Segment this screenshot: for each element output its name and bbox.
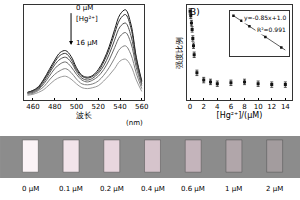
svg-text:0 μM: 0 μM	[22, 185, 39, 193]
svg-text:0.1 μM: 0.1 μM	[59, 185, 83, 193]
svg-text:500: 500	[70, 103, 83, 111]
svg-text:0: 0	[188, 103, 192, 111]
svg-text:(nm): (nm)	[126, 119, 143, 127]
svg-text:2: 2	[201, 103, 205, 111]
svg-text:12: 12	[267, 103, 276, 111]
svg-text:14: 14	[281, 103, 290, 111]
svg-text:1 μM: 1 μM	[225, 185, 242, 193]
svg-text:0.2 μM: 0.2 μM	[100, 185, 124, 193]
svg-text:B): B)	[190, 7, 200, 17]
svg-text:0.6 μM: 0.6 μM	[181, 185, 205, 193]
svg-text:4: 4	[215, 103, 220, 111]
svg-text:460: 460	[26, 103, 39, 111]
svg-text:2 μM: 2 μM	[266, 185, 283, 193]
svg-text:0.4 μM: 0.4 μM	[141, 185, 165, 193]
svg-text:560: 560	[135, 103, 148, 111]
svg-text:y=-0.85x+1.0: y=-0.85x+1.0	[244, 14, 286, 22]
svg-text:540: 540	[113, 103, 126, 111]
svg-text:波长: 波长	[76, 111, 92, 120]
svg-text:16 μM: 16 μM	[76, 39, 98, 47]
svg-text:6: 6	[229, 103, 234, 111]
svg-text:R²=0.991: R²=0.991	[257, 26, 286, 33]
svg-text:[Hg²⁺]: [Hg²⁺]	[76, 15, 98, 23]
svg-text:[Hg²⁺]/(μM): [Hg²⁺]/(μM)	[217, 111, 263, 120]
svg-text:520: 520	[92, 103, 105, 111]
svg-text:0 μM: 0 μM	[76, 4, 93, 12]
svg-text:480: 480	[48, 103, 61, 111]
svg-text:10: 10	[254, 103, 263, 111]
svg-text:强度比例: 强度比例	[175, 37, 184, 69]
svg-text:8: 8	[242, 103, 246, 111]
